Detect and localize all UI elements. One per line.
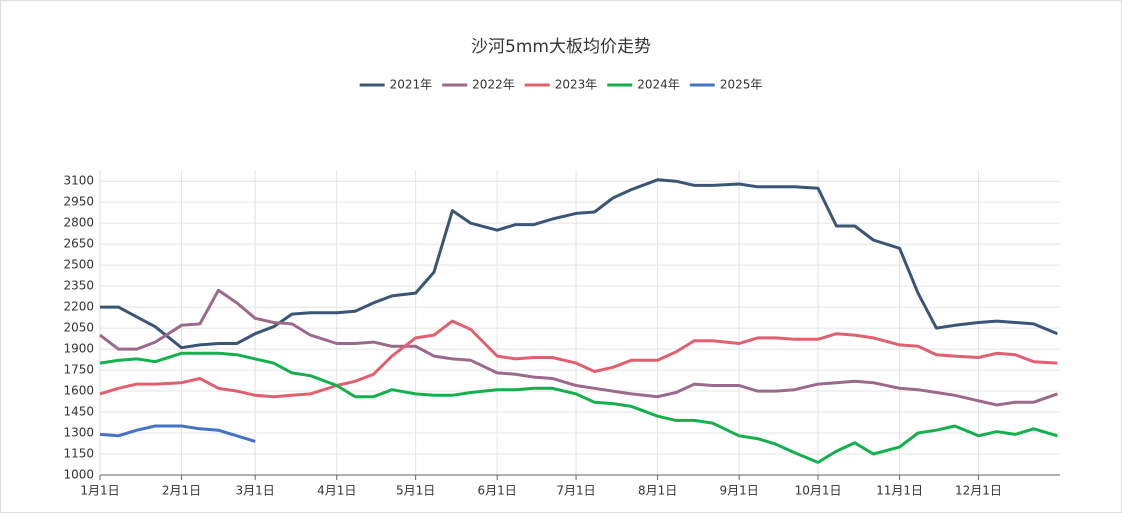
- x-tick-label: 5月1日: [396, 484, 435, 498]
- legend-label: 2021年: [390, 78, 433, 92]
- y-tick-label: 1150: [63, 447, 94, 461]
- y-tick-label: 3100: [63, 174, 94, 188]
- x-tick-label: 1月1日: [80, 484, 119, 498]
- y-tick-label: 2350: [63, 279, 94, 293]
- x-tick-label: 3月1日: [236, 484, 275, 498]
- y-tick-label: 2650: [63, 237, 94, 251]
- y-tick-label: 1300: [63, 426, 94, 440]
- x-tick-label: 9月1日: [719, 484, 758, 498]
- x-tick-label: 10月1日: [795, 484, 842, 498]
- line-series: [99, 351, 1058, 464]
- y-tick-label: 2500: [63, 258, 94, 272]
- line-series: [99, 319, 1058, 399]
- line-series: [99, 424, 256, 443]
- line-series: [100, 178, 1058, 350]
- x-tick-label: 8月1日: [638, 484, 677, 498]
- chart-title: 沙河5mm大板均价走势: [471, 37, 651, 57]
- y-tick-label: 1900: [63, 342, 94, 356]
- y-tick-label: 1600: [63, 384, 94, 398]
- x-tick-label: 2月1日: [162, 484, 201, 498]
- x-tick-label: 11月1日: [876, 484, 923, 498]
- legend-label: 2024年: [637, 78, 680, 92]
- y-tick-label: 2800: [63, 216, 94, 230]
- y-tick-label: 1000: [63, 468, 94, 482]
- x-tick-label: 7月1日: [556, 484, 595, 498]
- y-tick-label: 1750: [63, 363, 94, 377]
- legend-label: 2025年: [720, 78, 763, 92]
- legend-label: 2023年: [555, 78, 598, 92]
- y-tick-label: 2050: [63, 321, 94, 335]
- x-tick-label: 12月1日: [955, 484, 1002, 498]
- y-tick-label: 2950: [63, 195, 94, 209]
- line-series: [99, 288, 1058, 407]
- x-tick-label: 6月1日: [478, 484, 517, 498]
- legend-label: 2022年: [472, 78, 515, 92]
- x-tick-label: 4月1日: [317, 484, 356, 498]
- y-tick-label: 2200: [63, 300, 94, 314]
- y-tick-label: 1450: [63, 405, 94, 419]
